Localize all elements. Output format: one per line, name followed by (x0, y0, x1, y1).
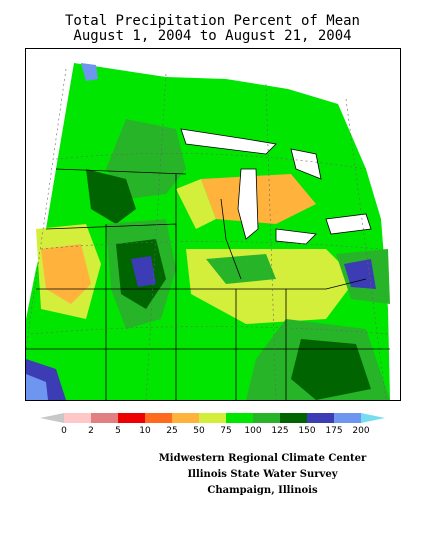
credit-line-3: Champaign, Illinois (207, 485, 318, 496)
legend-swatch-100 (253, 413, 280, 423)
map-date-range: August 1, 2004 to August 21, 2004 (73, 28, 352, 44)
legend-swatch-50 (199, 413, 226, 423)
legend-label-50: 50 (193, 426, 205, 436)
legend-swatch-0 (64, 413, 91, 423)
legend-swatch-175 (334, 413, 361, 423)
legend-label-100: 100 (244, 426, 262, 436)
legend-swatch-above-200 (361, 413, 385, 423)
legend-label-150: 150 (298, 426, 316, 436)
legend-swatch-125 (280, 413, 307, 423)
legend-swatch-150 (307, 413, 334, 423)
legend-label-200: 200 (352, 426, 370, 436)
legend-label-2: 2 (88, 426, 94, 436)
legend-label-175: 175 (325, 426, 343, 436)
legend-label-125: 125 (271, 426, 289, 436)
legend-swatch-75 (226, 413, 253, 423)
precipitation-map (25, 48, 401, 401)
legend-swatch-25 (172, 413, 199, 423)
legend-swatch-2 (91, 413, 118, 423)
map-title: Total Precipitation Percent of Mean (64, 13, 360, 29)
legend-swatch-10 (145, 413, 172, 423)
legend-label-5: 5 (115, 426, 121, 436)
legend-label-0: 0 (61, 426, 67, 436)
legend-label-25: 25 (166, 426, 178, 436)
credit-line-2: Illinois State Water Survey (187, 469, 338, 480)
legend-label-10: 10 (139, 426, 151, 436)
credit-line-1: Midwestern Regional Climate Center (158, 453, 367, 464)
legend-colorbar (40, 413, 385, 423)
legend-swatch-5 (118, 413, 145, 423)
legend-swatch-below-0 (40, 413, 64, 423)
legend-label-75: 75 (220, 426, 232, 436)
color-legend: 0 2 5 10 25 50 75 100 125 150 175 200 (40, 410, 385, 440)
map-svg (26, 49, 400, 400)
